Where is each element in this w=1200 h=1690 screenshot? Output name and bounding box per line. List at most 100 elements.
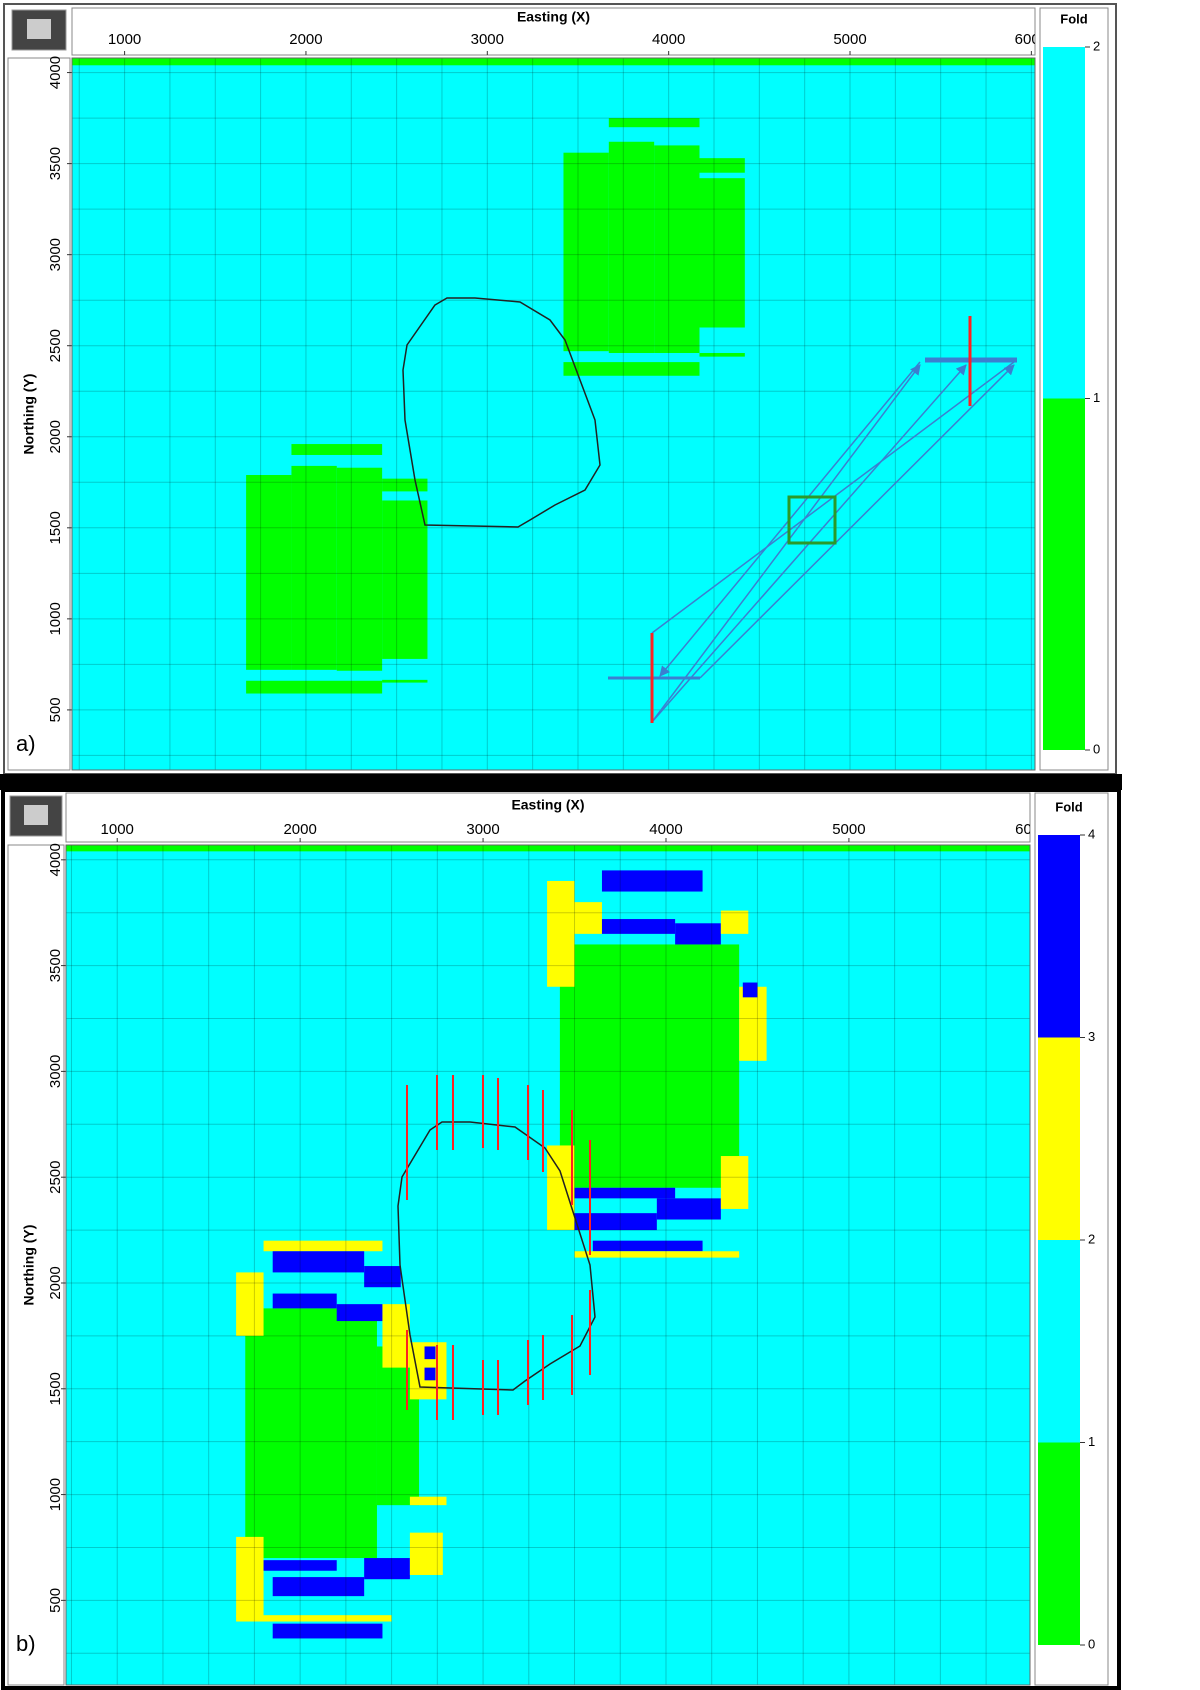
fold-cell [364, 1558, 410, 1580]
fold-cell [272, 1623, 383, 1639]
fold-cell [364, 1266, 401, 1288]
fold-cell [699, 158, 745, 173]
x-axis-box [71, 7, 1036, 56]
x-tick-label: 2000 [289, 31, 322, 48]
fold-cell [236, 1615, 392, 1622]
x-axis-title: Easting (X) [517, 9, 590, 25]
x-tick-label: 3000 [466, 821, 499, 838]
colorbar-tick-label: 0 [1093, 741, 1100, 756]
fold-cell [236, 1272, 264, 1336]
x-tick-label: 4000 [652, 31, 685, 48]
x-tick-label: 4000 [649, 821, 682, 838]
y-tick-label: 1000 [47, 1478, 64, 1511]
x-tick-label: 3000 [471, 31, 504, 48]
plot-area [72, 58, 1035, 770]
fold-cell [547, 880, 575, 987]
outline [397, 1121, 596, 1391]
overlay [397, 1075, 596, 1420]
fold-cell [291, 465, 337, 670]
x-tick-label: 1000 [101, 821, 134, 838]
y-tick-label: 3500 [47, 147, 64, 180]
fold-cell [608, 141, 655, 353]
fold-cell [574, 1251, 740, 1258]
icon [27, 19, 51, 39]
bin-box [787, 495, 837, 545]
colorbar-segment [1038, 1442, 1080, 1645]
outline [402, 297, 601, 528]
fold-cell [382, 1304, 410, 1368]
x-axis-title: Easting (X) [511, 797, 584, 813]
fold-cell [739, 986, 767, 1061]
fold-cell [72, 58, 1035, 66]
fold-cell [66, 845, 1030, 852]
overlay [402, 297, 1017, 723]
y-tick-label: 3000 [47, 238, 64, 271]
panel-label: a) [16, 731, 36, 756]
colorbar-tick-label: 1 [1088, 1434, 1095, 1449]
colorbar-tick-label: 0 [1088, 1636, 1095, 1651]
icon [24, 805, 48, 825]
y-tick-label: 500 [47, 697, 64, 722]
y-tick-label: 2500 [47, 1161, 64, 1194]
x-axis-box [65, 792, 1031, 843]
background-fold [72, 58, 1035, 770]
fold-cell [675, 923, 721, 945]
y-tick-label: 2000 [47, 1266, 64, 1299]
fold-cell [574, 1187, 676, 1199]
fold-cell [654, 145, 700, 353]
fold-cell [574, 1213, 657, 1231]
ray [651, 364, 921, 723]
fold-cell [601, 870, 703, 892]
y-tick-label: 2000 [47, 420, 64, 453]
separator [0, 774, 1122, 790]
x-tick-label: 6000 [1015, 821, 1048, 838]
y-tick-label: 2500 [47, 329, 64, 362]
y-tick-label: 1500 [47, 1372, 64, 1405]
fold-cell [382, 478, 428, 492]
colorbar-segment [1038, 1037, 1080, 1240]
fold-cell [424, 1346, 436, 1360]
fold-cell [245, 1308, 377, 1559]
colorbar-segment [1038, 835, 1080, 1038]
y-tick-label: 3500 [47, 949, 64, 982]
fold-cell [409, 1496, 447, 1506]
fold-cell [336, 467, 383, 671]
panel-label: b) [16, 1631, 36, 1656]
fold-cell [263, 1560, 337, 1571]
colorbar-tick-label: 4 [1088, 826, 1095, 841]
fold-cell [409, 1532, 443, 1575]
x-tick-label: 1000 [108, 31, 141, 48]
fold-cell [291, 444, 383, 455]
colorbar-title: Fold [1060, 11, 1087, 26]
y-tick-label: 3000 [47, 1055, 64, 1088]
x-tick-label: 2000 [283, 821, 316, 838]
fold-cell [246, 680, 383, 694]
fold-cell [382, 500, 428, 659]
fold-cell [236, 1536, 264, 1618]
fold-cell [656, 1198, 721, 1220]
fold-cell [559, 944, 740, 1188]
fold-cell [601, 919, 676, 934]
fold-cell [246, 475, 292, 670]
plot-border [65, 844, 1031, 1686]
colorbar-tick-label: 2 [1088, 1231, 1095, 1246]
y-tick-label: 1000 [47, 602, 64, 635]
fold-cell [699, 352, 745, 357]
fold-cell [272, 1577, 365, 1597]
fold-cell [574, 902, 602, 934]
y-tick-label: 500 [47, 1588, 64, 1613]
x-tick-label: 6000 [1015, 31, 1048, 48]
colorbar-title: Fold [1055, 799, 1082, 814]
red-lines [406, 1075, 591, 1420]
fold-cell [272, 1251, 365, 1273]
y-axis-box [7, 844, 65, 1686]
y-tick-label: 4000 [47, 843, 64, 876]
plot-area [66, 845, 1030, 1685]
y-axis-title: Northing (Y) [21, 374, 37, 455]
fold-cell [720, 1156, 749, 1209]
colorbar-segment [1043, 47, 1085, 399]
x-tick-label: 5000 [832, 821, 865, 838]
